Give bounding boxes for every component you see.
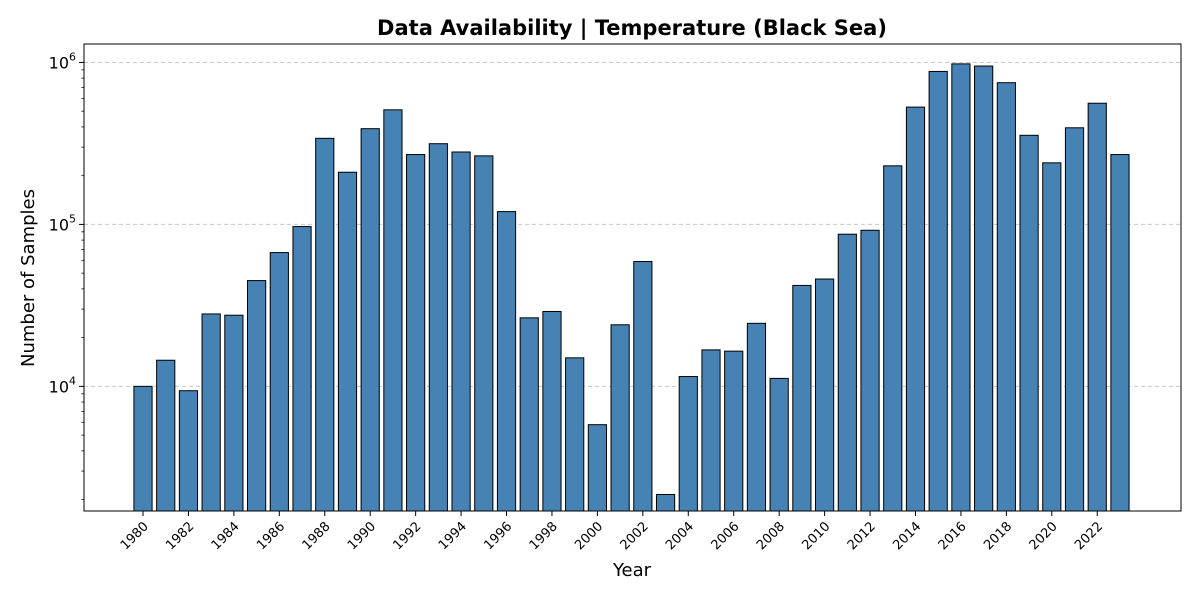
x-tick-label: 2014 xyxy=(890,519,924,553)
bar-2022 xyxy=(1087,102,1107,512)
bar-1980 xyxy=(133,385,153,512)
y-axis-label: Number of Samples xyxy=(18,189,39,367)
bar-2004 xyxy=(678,376,698,512)
bar-2003 xyxy=(655,493,676,512)
bar-1985 xyxy=(247,280,267,512)
y-tick-label: 105 xyxy=(49,212,76,234)
x-tick-label: 2002 xyxy=(618,519,652,553)
bar-2008 xyxy=(769,377,789,512)
chart-title: Data Availability | Temperature (Black S… xyxy=(377,16,887,41)
x-tick-label: 1996 xyxy=(481,519,515,553)
grid-lines xyxy=(84,61,1181,387)
bar-1994 xyxy=(451,151,471,512)
x-tick-label: 2004 xyxy=(663,519,697,553)
bar-2020 xyxy=(1042,162,1062,512)
bar-1986 xyxy=(269,252,289,512)
x-tick-label: 2010 xyxy=(799,519,833,553)
x-tick-label: 2008 xyxy=(754,519,788,553)
plot-frame xyxy=(83,43,1182,512)
x-tick-label: 1982 xyxy=(163,519,197,553)
x-tick-label: 1988 xyxy=(300,519,334,553)
bar-2000 xyxy=(587,424,607,512)
bar-1990 xyxy=(360,128,380,512)
x-tick-label: 2012 xyxy=(845,519,879,553)
bar-2002 xyxy=(633,261,653,512)
bar-1999 xyxy=(565,357,585,512)
x-axis-label: Year xyxy=(612,560,652,581)
bar-2013 xyxy=(883,165,903,512)
bar-1981 xyxy=(156,359,176,512)
bar-2011 xyxy=(837,233,857,512)
x-tick-label: 1992 xyxy=(390,519,424,553)
bar-1989 xyxy=(337,171,358,512)
bar-2023 xyxy=(1110,154,1130,512)
bar-1997 xyxy=(519,317,539,512)
x-tick-label: 1998 xyxy=(527,519,561,553)
bar-1996 xyxy=(496,211,517,512)
bar-2010 xyxy=(815,278,835,512)
bar-1998 xyxy=(542,310,562,512)
x-tick-label: 2018 xyxy=(981,519,1015,553)
x-tick-label: 1980 xyxy=(118,519,152,553)
x-tick-label: 2016 xyxy=(936,519,970,553)
bar-1993 xyxy=(428,143,448,512)
bar-1992 xyxy=(406,154,426,512)
bar-2012 xyxy=(860,229,880,512)
x-tick-label: 1984 xyxy=(209,519,243,553)
y-axis: 104 105 106 xyxy=(49,50,84,500)
bar-2018 xyxy=(996,82,1016,512)
bar-2001 xyxy=(610,324,630,512)
bar-1995 xyxy=(474,155,494,512)
x-tick-label: 2020 xyxy=(1027,519,1061,553)
bar-2019 xyxy=(1019,134,1039,512)
x-tick-label: 2000 xyxy=(572,519,606,553)
bar-2007 xyxy=(746,322,767,512)
bar-2016 xyxy=(951,63,971,512)
bar-2005 xyxy=(701,349,721,512)
x-tick-label: 1986 xyxy=(254,519,288,553)
bar-1982 xyxy=(178,390,199,512)
bar-2015 xyxy=(928,70,948,512)
bar-1984 xyxy=(224,314,244,512)
bar-2014 xyxy=(905,106,926,512)
bar-2009 xyxy=(792,284,812,512)
y-tick-label: 106 xyxy=(49,50,76,72)
bar-2006 xyxy=(724,350,744,512)
y-tick-label: 104 xyxy=(49,374,76,396)
x-tick-label: 1990 xyxy=(345,519,379,553)
x-tick-label: 1994 xyxy=(436,519,470,553)
x-tick-label: 2006 xyxy=(709,519,743,553)
bar-1987 xyxy=(292,226,312,512)
bar-1983 xyxy=(201,313,221,512)
bar-2017 xyxy=(974,65,994,512)
bar-1991 xyxy=(383,109,403,512)
bars xyxy=(133,63,1130,512)
x-axis: 1980 1982 1984 1986 1988 1990 1992 1994 1996 1998… xyxy=(118,511,1106,553)
x-tick-label: 2022 xyxy=(1072,519,1106,553)
bar-2021 xyxy=(1064,127,1085,512)
bar-1988 xyxy=(315,137,335,512)
